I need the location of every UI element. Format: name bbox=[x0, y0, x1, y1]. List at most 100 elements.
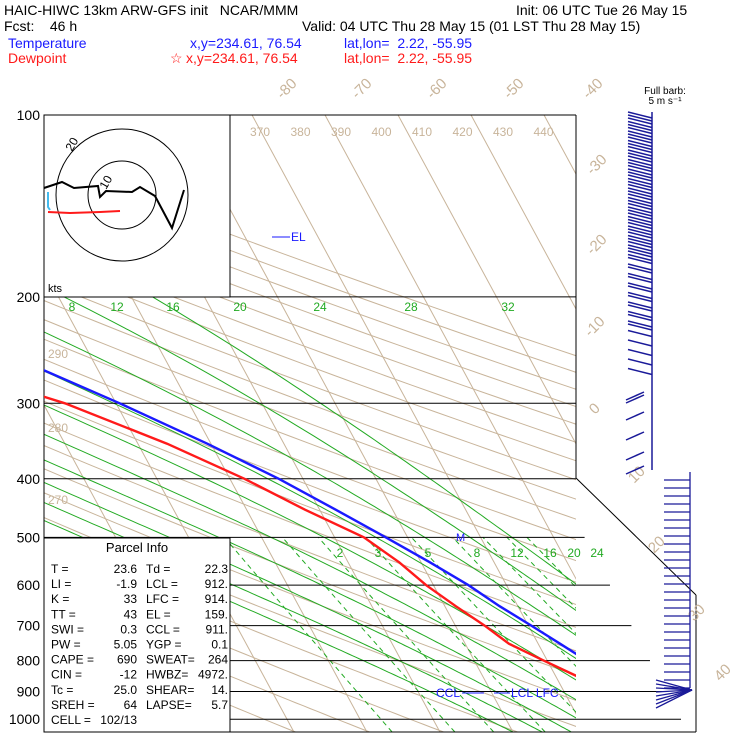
theta-label: 280 bbox=[48, 421, 68, 435]
theta-label: 270 bbox=[48, 493, 68, 507]
wind-barb bbox=[627, 339, 653, 347]
wind-barb bbox=[627, 164, 653, 173]
wind-barb bbox=[627, 323, 653, 331]
moist-adiabat-line bbox=[63, 296, 576, 612]
wind-barb bbox=[627, 282, 653, 290]
parcel-row-label: CAPE = bbox=[51, 653, 94, 667]
wind-barb bbox=[655, 679, 693, 691]
wind-barb bbox=[627, 313, 653, 322]
parcel-row-label: LFC = bbox=[146, 592, 179, 606]
pressure-label: 400 bbox=[17, 471, 41, 487]
parcel-row-value: 14. bbox=[211, 683, 228, 697]
mixing-ratio-line bbox=[452, 536, 576, 667]
wind-barb bbox=[627, 320, 653, 328]
moist-adiabat-line bbox=[44, 481, 572, 732]
theta-label: 390 bbox=[331, 125, 351, 139]
isotherm-label: -50 bbox=[500, 75, 527, 102]
wind-barb bbox=[627, 161, 653, 170]
theta-label: 410 bbox=[412, 125, 432, 139]
parcel-row-label: TT = bbox=[51, 607, 76, 621]
wind-barb bbox=[625, 391, 645, 401]
isotherm-label: 40 bbox=[711, 661, 735, 685]
wind-barb bbox=[627, 275, 653, 284]
moist-adiabat-label: 32 bbox=[501, 300, 515, 314]
isotherm-label: 30 bbox=[685, 601, 709, 625]
wind-barb bbox=[655, 683, 693, 691]
moist-adiabat-label: 28 bbox=[404, 300, 418, 314]
moist-adiabat-line bbox=[44, 433, 576, 701]
wind-barb bbox=[627, 240, 653, 249]
parcel-row-label: HWBZ= bbox=[146, 668, 188, 682]
parcel-row-label: CIN = bbox=[51, 668, 82, 682]
parcel-row-label: CCL = bbox=[146, 622, 180, 636]
dry-adiabat-line bbox=[44, 338, 576, 541]
moist-adiabat-line bbox=[44, 404, 576, 681]
wind-barb bbox=[627, 139, 653, 148]
mixing-ratio-line bbox=[317, 536, 495, 732]
parcel-row-label: K = bbox=[51, 592, 69, 606]
wind-barb bbox=[627, 367, 653, 376]
theta-label: 400 bbox=[371, 125, 391, 139]
dry-adiabat-line bbox=[44, 400, 576, 605]
dry-adiabat-line bbox=[44, 281, 576, 481]
dewpoint-xy: x,y=234.61, 76.54 bbox=[186, 50, 298, 66]
hodograph-ring-label: 20 bbox=[62, 135, 81, 154]
hodograph-trace-upper bbox=[43, 180, 185, 231]
moist-adiabat-label: 20 bbox=[233, 300, 247, 314]
mixing-ratio-label: 12 bbox=[510, 546, 524, 560]
dry-adiabat-line bbox=[44, 263, 576, 462]
ccl-label: CCL bbox=[436, 686, 460, 700]
mixing-ratio-label: 20 bbox=[567, 546, 581, 560]
isotherm-line bbox=[178, 115, 514, 732]
parcel-row-value: 159. bbox=[205, 607, 228, 621]
wind-barb bbox=[627, 180, 653, 189]
isotherm-line bbox=[44, 269, 295, 732]
dry-adiabat-line bbox=[44, 358, 576, 562]
parcel-row-label: Tc = bbox=[51, 683, 73, 697]
dry-adiabat-line bbox=[44, 228, 576, 425]
temperature-xy: x,y=234.61, 76.54 bbox=[190, 35, 302, 51]
wind-barb bbox=[627, 225, 653, 233]
mixing-ratio-label: 8 bbox=[474, 546, 481, 560]
isotherm-line bbox=[397, 115, 576, 445]
theta-label: 370 bbox=[250, 125, 270, 139]
wind-barb bbox=[625, 411, 645, 421]
parcel-row-label: LI = bbox=[51, 577, 71, 591]
wind-barb bbox=[627, 221, 653, 230]
isotherm-label: -80 bbox=[273, 75, 300, 102]
wind-barb bbox=[627, 111, 653, 119]
isotherm-line bbox=[0, 115, 2, 732]
parcel-row-value: 0.3 bbox=[120, 622, 137, 636]
mixing-ratio-line bbox=[365, 536, 546, 732]
parcel-row-label: SREH = bbox=[51, 698, 95, 712]
hodograph-trace-low bbox=[47, 192, 51, 211]
parcel-info-title: Parcel Info bbox=[106, 540, 168, 555]
isotherm-line bbox=[470, 115, 576, 311]
wind-barb bbox=[627, 215, 653, 224]
mixing-ratio-line bbox=[526, 536, 576, 589]
mixing-ratio-label: 2 bbox=[337, 546, 344, 560]
el-label: EL bbox=[291, 230, 306, 244]
mixing-ratio-line bbox=[482, 536, 576, 635]
wind-barb bbox=[627, 348, 653, 357]
wind-barb bbox=[627, 168, 653, 176]
parcel-row-value: 5.05 bbox=[114, 638, 138, 652]
wind-barb bbox=[627, 285, 653, 293]
m-label: M bbox=[456, 532, 465, 544]
wind-barb bbox=[627, 190, 653, 198]
wind-barb bbox=[627, 266, 653, 274]
wind-barb bbox=[627, 174, 653, 182]
parcel-row-label: Td = bbox=[146, 562, 170, 576]
dry-adiabat-line bbox=[44, 211, 576, 408]
wind-barb bbox=[627, 263, 653, 271]
barb-legend-line2: 5 m s⁻¹ bbox=[648, 96, 682, 107]
pressure-label: 1000 bbox=[9, 711, 40, 727]
dewpoint-star-icon: ☆ bbox=[170, 50, 183, 66]
mixing-ratio-line bbox=[282, 536, 456, 732]
wind-barb bbox=[627, 136, 653, 144]
parcel-row-label: T = bbox=[51, 562, 68, 576]
theta-label: 380 bbox=[290, 125, 310, 139]
isotherm-label: -70 bbox=[348, 75, 375, 102]
mixing-ratio-label: 16 bbox=[543, 546, 557, 560]
